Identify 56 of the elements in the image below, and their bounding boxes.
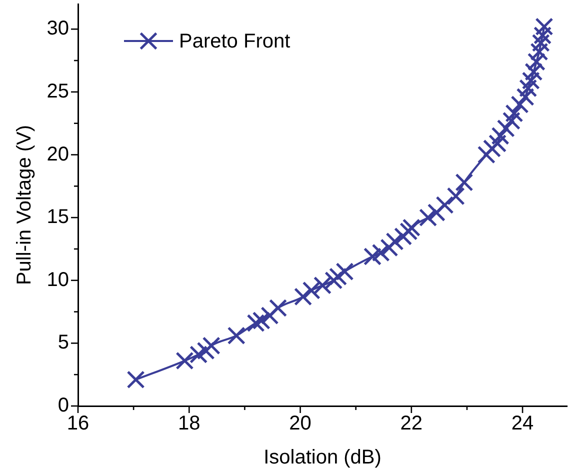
point: [380, 238, 398, 257]
x-tick-label: 20: [289, 412, 312, 435]
point: [126, 370, 145, 389]
point: [372, 244, 390, 262]
y-tick-label: 30: [46, 18, 69, 40]
point: [446, 187, 465, 206]
point: [202, 336, 220, 355]
x-tick-label: 16: [66, 412, 90, 435]
point: [400, 222, 418, 240]
point: [519, 79, 538, 98]
point: [516, 88, 534, 106]
y-tick-label: 25: [46, 80, 69, 102]
point: [329, 268, 348, 286]
point: [269, 298, 288, 318]
point: [196, 342, 215, 360]
point: [427, 204, 446, 222]
point: [260, 306, 279, 325]
y-tick-label: 5: [58, 332, 69, 354]
point: [477, 146, 496, 164]
x-tick-label: 24: [511, 412, 534, 435]
point: [363, 247, 382, 266]
point: [502, 112, 520, 130]
point: [246, 314, 265, 332]
point: [491, 126, 510, 145]
point: [294, 288, 312, 306]
point: [176, 352, 194, 370]
point: [527, 52, 546, 71]
x-tick-label: 22: [400, 412, 423, 435]
point: [302, 281, 320, 300]
point: [482, 139, 502, 158]
point: [336, 262, 354, 281]
legend-label: Pareto Front: [179, 30, 291, 53]
point: [324, 271, 343, 290]
point: [505, 104, 524, 122]
point: [394, 227, 412, 246]
y-tick-label: 0: [58, 394, 69, 417]
point: [402, 218, 420, 237]
point: [227, 326, 246, 345]
point: [386, 232, 404, 250]
y-tick-label: 15: [46, 206, 69, 228]
y-axis-title: Pull-in Voltage (V): [14, 124, 36, 286]
point: [524, 62, 543, 81]
point: [488, 134, 507, 152]
point: [419, 208, 438, 227]
point: [436, 196, 454, 214]
point: [510, 95, 529, 114]
point: [252, 312, 270, 330]
point: [190, 345, 208, 364]
y-tick-label: 20: [46, 143, 69, 166]
y-tick-label: 10: [46, 268, 69, 291]
x-tick-label: 18: [178, 412, 200, 435]
x-axis-title: Isolation (dB): [264, 446, 382, 469]
point: [313, 276, 332, 294]
point: [522, 72, 540, 90]
point: [455, 173, 474, 192]
point: [496, 119, 515, 138]
